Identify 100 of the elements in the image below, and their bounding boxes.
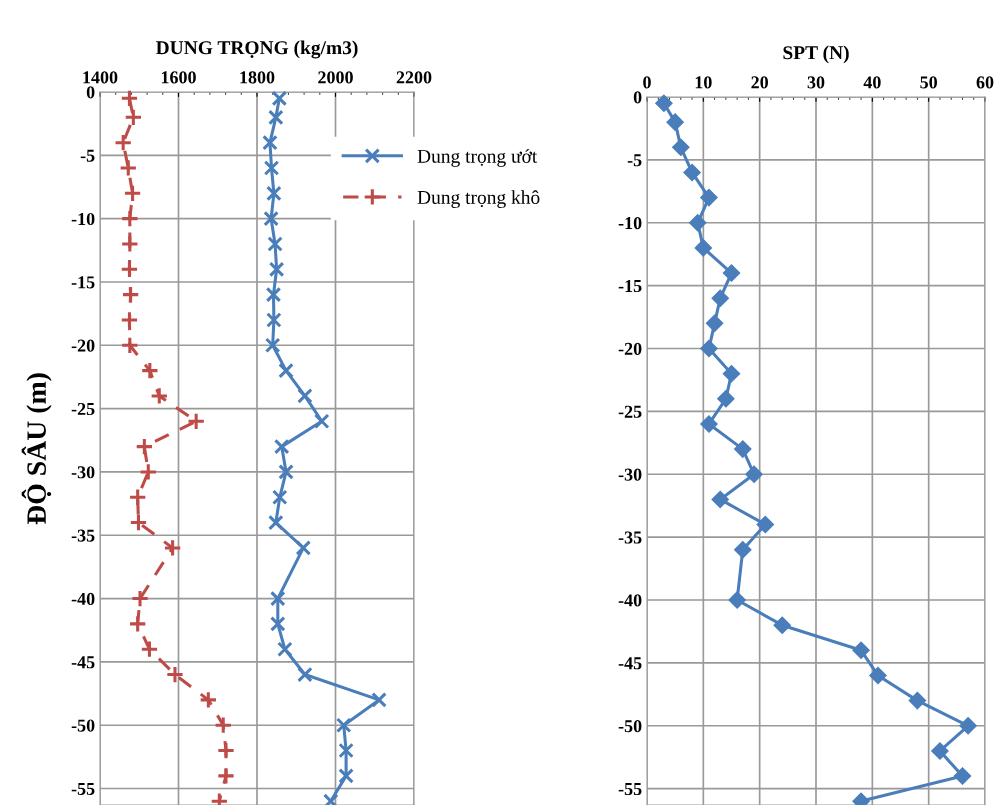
point <box>954 767 971 785</box>
point <box>756 516 774 533</box>
point <box>263 160 280 176</box>
point <box>135 437 154 456</box>
point <box>700 340 718 357</box>
point <box>120 310 139 330</box>
x-tick-label: 60 <box>976 76 994 89</box>
point <box>128 488 147 507</box>
point <box>268 514 284 531</box>
y-tick-label: -55 <box>618 783 642 796</box>
y-tick-label: -40 <box>618 594 642 607</box>
point <box>338 742 354 759</box>
x-tick-label: 2200 <box>396 71 432 84</box>
point <box>120 209 139 228</box>
point <box>262 134 278 151</box>
point <box>852 641 870 659</box>
point <box>267 236 283 252</box>
point <box>278 464 294 480</box>
x-tick-label: 50 <box>920 76 938 89</box>
point <box>123 184 142 203</box>
y-tick-label: 0 <box>86 86 95 99</box>
y-tick-label: -40 <box>71 592 95 606</box>
point <box>273 438 290 455</box>
point <box>216 766 236 786</box>
point <box>295 540 312 556</box>
x-tick-label: 10 <box>695 76 712 89</box>
y-tick-label: -5 <box>627 154 642 167</box>
point <box>371 692 387 708</box>
point <box>271 489 288 506</box>
y-tick-label: -5 <box>80 149 95 162</box>
x-tick-label: 1400 <box>83 71 118 84</box>
x-tick-label: 1800 <box>240 71 275 84</box>
x-axis-title: DUNG TRỌNG (kg/m3) <box>155 40 358 59</box>
y-tick-label: -55 <box>71 782 95 795</box>
point <box>711 491 729 508</box>
x-tick-label: 0 <box>643 76 651 89</box>
point <box>268 261 285 278</box>
point <box>163 538 182 558</box>
point <box>734 440 752 458</box>
point <box>672 138 690 156</box>
point <box>717 390 735 408</box>
x-tick-label: 20 <box>751 76 769 89</box>
point <box>666 113 684 131</box>
point <box>266 312 282 328</box>
y-tick-label: -15 <box>618 279 642 293</box>
point <box>128 614 147 634</box>
point <box>266 185 282 202</box>
point <box>165 665 185 684</box>
point <box>124 108 143 127</box>
y-tick-label: -15 <box>71 276 95 289</box>
point <box>264 337 281 354</box>
y-tick-label: -30 <box>71 466 95 479</box>
point <box>121 285 140 304</box>
point <box>270 590 286 607</box>
y-tick-label: -20 <box>71 339 95 352</box>
point <box>270 616 286 632</box>
x-axis-title: SPT (N) <box>783 45 849 64</box>
point <box>186 412 206 431</box>
y-tick-label: -30 <box>618 468 642 481</box>
y-axis-title: ĐỘ SÂU (m) <box>21 373 52 525</box>
point <box>119 158 138 178</box>
y-tick-label: -50 <box>71 719 95 732</box>
y-tick-label: -10 <box>618 217 642 230</box>
point <box>335 717 352 733</box>
point <box>723 264 740 282</box>
point <box>113 133 133 152</box>
point <box>120 234 139 254</box>
y-tick-label: -35 <box>71 529 95 542</box>
point <box>959 717 977 735</box>
point <box>931 742 949 760</box>
y-tick-label: -10 <box>71 212 95 226</box>
point <box>723 365 740 383</box>
point <box>700 415 718 433</box>
point <box>694 239 712 257</box>
x-tick-label: 2000 <box>318 71 353 84</box>
x-tick-label: 40 <box>863 76 881 89</box>
point <box>338 768 354 784</box>
point <box>214 716 233 735</box>
point <box>297 388 313 404</box>
point <box>120 89 139 108</box>
point <box>150 386 169 406</box>
y-tick-label: -45 <box>71 656 95 669</box>
point <box>263 210 279 227</box>
point <box>139 462 158 482</box>
y-tick-label: 0 <box>633 91 642 104</box>
point <box>120 336 139 355</box>
legend-label: Dung trọng ướt <box>417 149 538 167</box>
point <box>216 741 236 760</box>
point <box>728 591 746 609</box>
point <box>271 90 288 107</box>
y-tick-label: -45 <box>618 657 642 670</box>
legend-label: Dung trọng khô <box>417 190 540 208</box>
point <box>711 289 729 307</box>
x-tick-label: 30 <box>807 76 825 89</box>
y-tick-label: -20 <box>618 342 642 355</box>
point <box>277 641 293 658</box>
point <box>734 541 752 559</box>
point <box>683 164 701 181</box>
point <box>140 640 159 659</box>
point <box>265 286 282 303</box>
